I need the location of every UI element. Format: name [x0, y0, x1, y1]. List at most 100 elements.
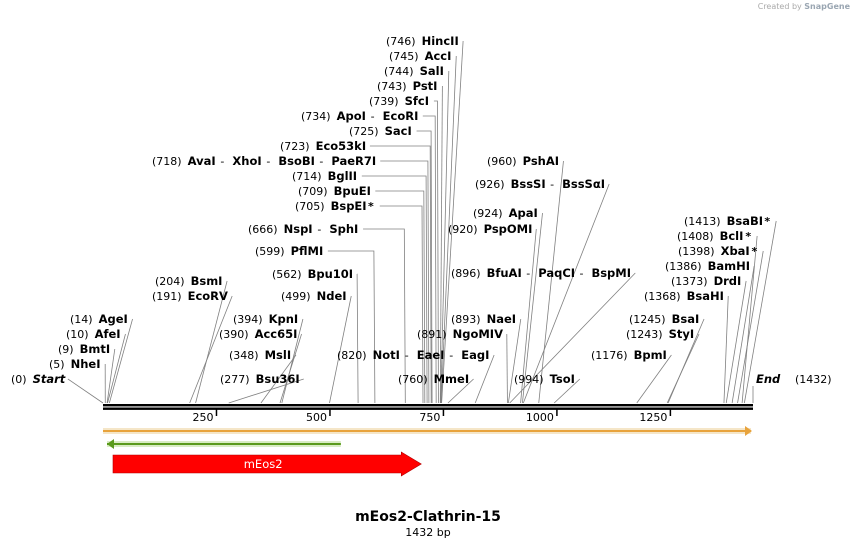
enzyme-name[interactable]: MmeI	[434, 372, 470, 386]
enzyme-name[interactable]: XbaI	[721, 244, 750, 258]
site-leader-line	[106, 348, 116, 404]
enzyme-separator: -	[579, 267, 583, 280]
ruler-tick-label: 1000	[526, 411, 554, 424]
enzyme-name[interactable]: EcoRI	[383, 109, 419, 123]
primer-arrow[interactable]	[107, 439, 341, 449]
site-leader-line	[509, 272, 636, 404]
enzyme-name[interactable]: BfuAI	[487, 266, 522, 280]
start-leader-line	[67, 378, 104, 404]
site-position-label: (734)	[301, 110, 331, 123]
enzyme-name[interactable]: BpmI	[634, 348, 667, 362]
snapgene-watermark: Created by SnapGene	[757, 2, 850, 11]
sequence-title: mEos2-Clathrin-15	[355, 509, 501, 525]
enzyme-name[interactable]: NspI	[284, 222, 313, 236]
enzyme-separator: -	[317, 223, 321, 236]
enzyme-name[interactable]: BclI	[720, 229, 744, 243]
enzyme-name[interactable]: NdeI	[317, 289, 347, 303]
enzyme-name[interactable]: Eco53kI	[316, 139, 367, 153]
enzyme-name[interactable]: NgoMIV	[453, 327, 503, 341]
enzyme-name[interactable]: AvaI	[188, 154, 216, 168]
site-position-label: (394)	[233, 313, 263, 326]
enzyme-name[interactable]: DrdI	[714, 274, 742, 288]
enzyme-name[interactable]: PaeR7I	[331, 154, 376, 168]
enzyme-name[interactable]: NotI	[373, 348, 400, 362]
site-leader-line	[369, 145, 432, 404]
enzyme-separator: -	[405, 349, 409, 362]
site-position-label: (1413)	[684, 215, 721, 228]
site-position-label: (499)	[281, 290, 311, 303]
site-position-label: (709)	[298, 185, 328, 198]
enzyme-name[interactable]: Bpu10I	[308, 267, 353, 281]
enzyme-separator: -	[449, 349, 453, 362]
site-position-label: (666)	[248, 223, 278, 236]
ruler-tick-label: 500	[306, 411, 327, 424]
site-position-label: (745)	[389, 50, 419, 63]
enzyme-name[interactable]: BspMI	[591, 266, 631, 280]
enzyme-name[interactable]: PspOMI	[484, 222, 533, 236]
site-position-label: (743)	[377, 80, 407, 93]
site-position-label: (204)	[155, 275, 185, 288]
enzyme-name[interactable]: BssSαI	[562, 177, 605, 191]
enzyme-name[interactable]: SphI	[329, 222, 358, 236]
enzyme-name[interactable]: BsaI	[672, 312, 700, 326]
enzyme-name[interactable]: BsoBI	[278, 154, 315, 168]
enzyme-name[interactable]: KpnI	[269, 312, 299, 326]
enzyme-name[interactable]: BamHI	[708, 259, 750, 273]
enzyme-name[interactable]: SfcI	[405, 94, 429, 108]
enzyme-name[interactable]: HincII	[422, 34, 459, 48]
enzyme-name[interactable]: MslI	[265, 348, 292, 362]
features[interactable]: mEos2	[103, 426, 752, 477]
enzyme-name[interactable]: Bsu36I	[256, 372, 300, 386]
site-leader-line	[189, 295, 233, 404]
enzyme-name[interactable]: EcoRV	[188, 289, 228, 303]
enzyme-name[interactable]: ApaI	[509, 206, 538, 220]
enzyme-name[interactable]: PflMI	[291, 244, 324, 258]
site-position-label: (820)	[337, 349, 367, 362]
enzyme-name[interactable]: BglII	[328, 169, 358, 183]
site-leader-line	[522, 212, 543, 404]
enzyme-name[interactable]: EaeI	[417, 348, 445, 362]
enzyme-name[interactable]: EagI	[461, 348, 489, 362]
site-position-label: (891)	[417, 328, 447, 341]
site-position-label: (739)	[369, 95, 399, 108]
enzyme-name[interactable]: XhoI	[232, 154, 261, 168]
enzyme-name[interactable]: NaeI	[487, 312, 516, 326]
site-leader-line	[538, 160, 564, 404]
enzyme-name[interactable]: BssSI	[511, 177, 546, 191]
enzyme-name[interactable]: BspEI	[331, 199, 367, 213]
enzyme-name[interactable]: AfeI	[95, 327, 121, 341]
enzyme-name[interactable]: AgeI	[99, 312, 128, 326]
enzyme-name[interactable]: PshAI	[523, 154, 559, 168]
enzyme-name[interactable]: BsaBI	[727, 214, 763, 228]
enzyme-name[interactable]: AccI	[425, 49, 452, 63]
site-position-label: (994)	[514, 373, 544, 386]
site-leader-line	[260, 354, 297, 404]
site-position-label: (1386)	[665, 260, 702, 273]
enzyme-name[interactable]: BsmI	[191, 274, 223, 288]
enzyme-name[interactable]: TsoI	[550, 372, 575, 386]
meos2-feature-arrow[interactable]: mEos2	[112, 451, 422, 477]
site-leader-line	[440, 70, 450, 404]
enzyme-name[interactable]: PaqCI	[538, 266, 575, 280]
enzyme-name[interactable]: SacI	[385, 124, 412, 138]
site-leader-line	[440, 55, 457, 404]
site-position-label: (14)	[70, 313, 93, 326]
site-leader-line	[474, 354, 495, 404]
enzyme-name[interactable]: SalI	[420, 64, 444, 78]
site-position-label: (5)	[49, 358, 65, 371]
enzyme-name[interactable]: BsaHI	[687, 289, 724, 303]
enzyme-name[interactable]: BmtI	[80, 342, 111, 356]
enzyme-name[interactable]: StyI	[669, 327, 695, 341]
enzyme-labels[interactable]: (5) NheI(9) BmtI(10) AfeI(14) AgeI (191) EcoRV…	[11, 34, 832, 386]
orf-arrow[interactable]	[103, 426, 752, 436]
site-leader-line	[667, 318, 705, 404]
enzyme-name[interactable]: ApoI	[337, 109, 366, 123]
enzyme-name[interactable]: PstI	[413, 79, 438, 93]
enzyme-name[interactable]: NheI	[71, 357, 101, 371]
enzyme-name[interactable]: Acc65I	[255, 327, 298, 341]
site-position-label: (960)	[487, 155, 517, 168]
site-position-label: (1176)	[591, 349, 628, 362]
site-leader-line	[506, 333, 508, 404]
enzyme-name[interactable]: BpuEI	[334, 184, 371, 198]
methylation-star: *	[745, 230, 751, 243]
